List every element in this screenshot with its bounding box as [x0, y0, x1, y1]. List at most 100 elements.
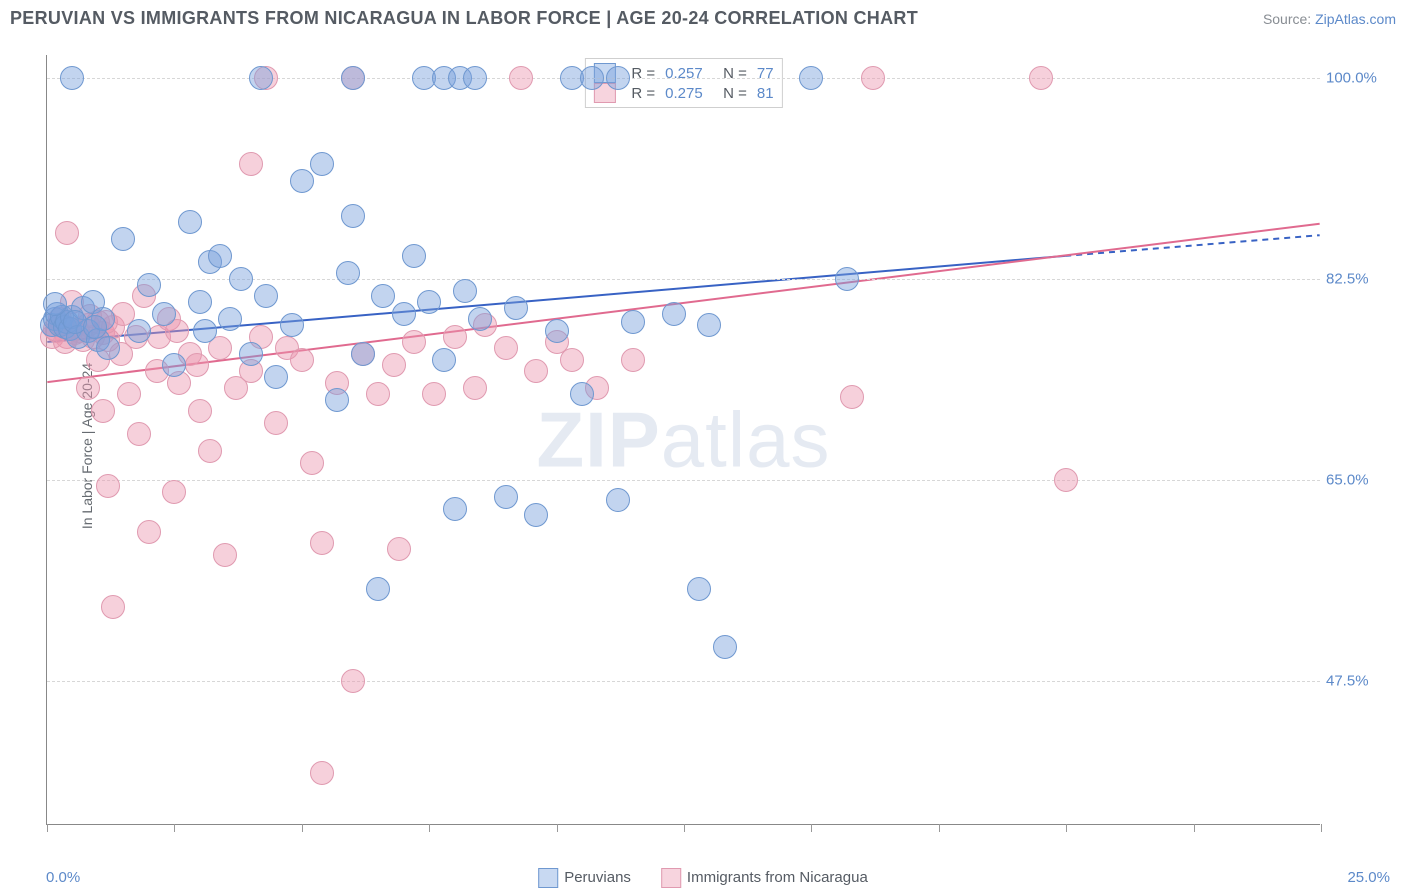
scatter-point-nicaragua	[127, 422, 151, 446]
scatter-point-nicaragua	[188, 399, 212, 423]
scatter-point-peruvians	[229, 267, 253, 291]
chart-title: PERUVIAN VS IMMIGRANTS FROM NICARAGUA IN…	[10, 8, 918, 29]
scatter-point-nicaragua	[117, 382, 141, 406]
scatter-point-nicaragua	[387, 537, 411, 561]
x-tick	[174, 824, 175, 832]
scatter-point-peruvians	[239, 342, 263, 366]
scatter-point-nicaragua	[509, 66, 533, 90]
scatter-point-peruvians	[580, 66, 604, 90]
scatter-point-peruvians	[208, 244, 232, 268]
scatter-point-peruvians	[606, 66, 630, 90]
scatter-point-peruvians	[402, 244, 426, 268]
y-tick-label: 100.0%	[1326, 69, 1396, 86]
scatter-point-nicaragua	[76, 376, 100, 400]
scatter-point-nicaragua	[422, 382, 446, 406]
r-value-nicaragua: 0.275	[665, 85, 713, 102]
scatter-point-nicaragua	[101, 595, 125, 619]
x-tick	[1194, 824, 1195, 832]
scatter-point-peruvians	[606, 488, 630, 512]
scatter-point-nicaragua	[91, 399, 115, 423]
scatter-point-peruvians	[835, 267, 859, 291]
scatter-point-peruvians	[351, 342, 375, 366]
scatter-point-peruvians	[290, 169, 314, 193]
scatter-point-peruvians	[325, 388, 349, 412]
source-link[interactable]: ZipAtlas.com	[1315, 11, 1396, 27]
scatter-point-peruvians	[178, 210, 202, 234]
scatter-point-peruvians	[366, 577, 390, 601]
chart-header: PERUVIAN VS IMMIGRANTS FROM NICARAGUA IN…	[10, 8, 1396, 29]
scatter-point-nicaragua	[524, 359, 548, 383]
series-legend: Peruvians Immigrants from Nicaragua	[538, 868, 868, 888]
n-value-nicaragua: 81	[757, 85, 774, 102]
scatter-point-peruvians	[43, 292, 67, 316]
scatter-point-peruvians	[524, 503, 548, 527]
scatter-point-peruvians	[468, 307, 492, 331]
legend-swatch-nicaragua	[661, 868, 681, 888]
scatter-point-peruvians	[371, 284, 395, 308]
scatter-point-nicaragua	[162, 480, 186, 504]
scatter-point-nicaragua	[621, 348, 645, 372]
scatter-point-peruvians	[453, 279, 477, 303]
scatter-point-peruvians	[264, 365, 288, 389]
scatter-point-peruvians	[504, 296, 528, 320]
scatter-point-peruvians	[152, 302, 176, 326]
scatter-point-nicaragua	[402, 330, 426, 354]
x-tick	[684, 824, 685, 832]
gridline-h	[47, 681, 1320, 682]
legend-label-nicaragua: Immigrants from Nicaragua	[687, 869, 868, 886]
scatter-point-nicaragua	[366, 382, 390, 406]
chart-source: Source: ZipAtlas.com	[1263, 11, 1396, 27]
scatter-point-nicaragua	[264, 411, 288, 435]
scatter-point-peruvians	[545, 319, 569, 343]
scatter-point-peruvians	[341, 204, 365, 228]
scatter-point-peruvians	[162, 353, 186, 377]
source-prefix: Source:	[1263, 11, 1315, 27]
chart-plot-area: ZIPatlas R = 0.257 N = 77 R = 0.275 N = …	[46, 55, 1320, 825]
scatter-point-nicaragua	[290, 348, 314, 372]
x-tick	[302, 824, 303, 832]
legend-item-peruvians: Peruvians	[538, 868, 631, 888]
scatter-point-peruvians	[341, 66, 365, 90]
x-tick	[811, 824, 812, 832]
scatter-point-peruvians	[432, 348, 456, 372]
scatter-point-peruvians	[713, 635, 737, 659]
scatter-point-peruvians	[137, 273, 161, 297]
scatter-point-peruvians	[494, 485, 518, 509]
scatter-point-nicaragua	[1029, 66, 1053, 90]
scatter-point-peruvians	[697, 313, 721, 337]
n-label: N =	[723, 85, 747, 102]
scatter-point-peruvians	[662, 302, 686, 326]
scatter-point-nicaragua	[213, 543, 237, 567]
x-tick	[47, 824, 48, 832]
scatter-point-nicaragua	[55, 221, 79, 245]
scatter-point-peruvians	[443, 497, 467, 521]
scatter-point-nicaragua	[861, 66, 885, 90]
legend-swatch-peruvians	[538, 868, 558, 888]
scatter-point-peruvians	[188, 290, 212, 314]
scatter-point-nicaragua	[300, 451, 324, 475]
y-tick-label: 82.5%	[1326, 271, 1396, 288]
r-label: R =	[631, 85, 655, 102]
scatter-point-nicaragua	[96, 474, 120, 498]
scatter-point-peruvians	[60, 66, 84, 90]
regression-lines	[47, 55, 1320, 824]
x-tick	[557, 824, 558, 832]
scatter-point-peruvians	[463, 66, 487, 90]
scatter-point-peruvians	[417, 290, 441, 314]
scatter-point-nicaragua	[560, 348, 584, 372]
gridline-h	[47, 78, 1320, 79]
scatter-point-nicaragua	[1054, 468, 1078, 492]
y-tick-label: 47.5%	[1326, 673, 1396, 690]
scatter-point-nicaragua	[137, 520, 161, 544]
scatter-point-nicaragua	[310, 761, 334, 785]
scatter-point-peruvians	[621, 310, 645, 334]
scatter-point-nicaragua	[443, 325, 467, 349]
scatter-point-nicaragua	[494, 336, 518, 360]
x-tick	[1321, 824, 1322, 832]
watermark: ZIPatlas	[536, 394, 830, 485]
scatter-point-nicaragua	[840, 385, 864, 409]
legend-item-nicaragua: Immigrants from Nicaragua	[661, 868, 868, 888]
scatter-point-peruvians	[96, 336, 120, 360]
x-tick	[429, 824, 430, 832]
scatter-point-peruvians	[392, 302, 416, 326]
